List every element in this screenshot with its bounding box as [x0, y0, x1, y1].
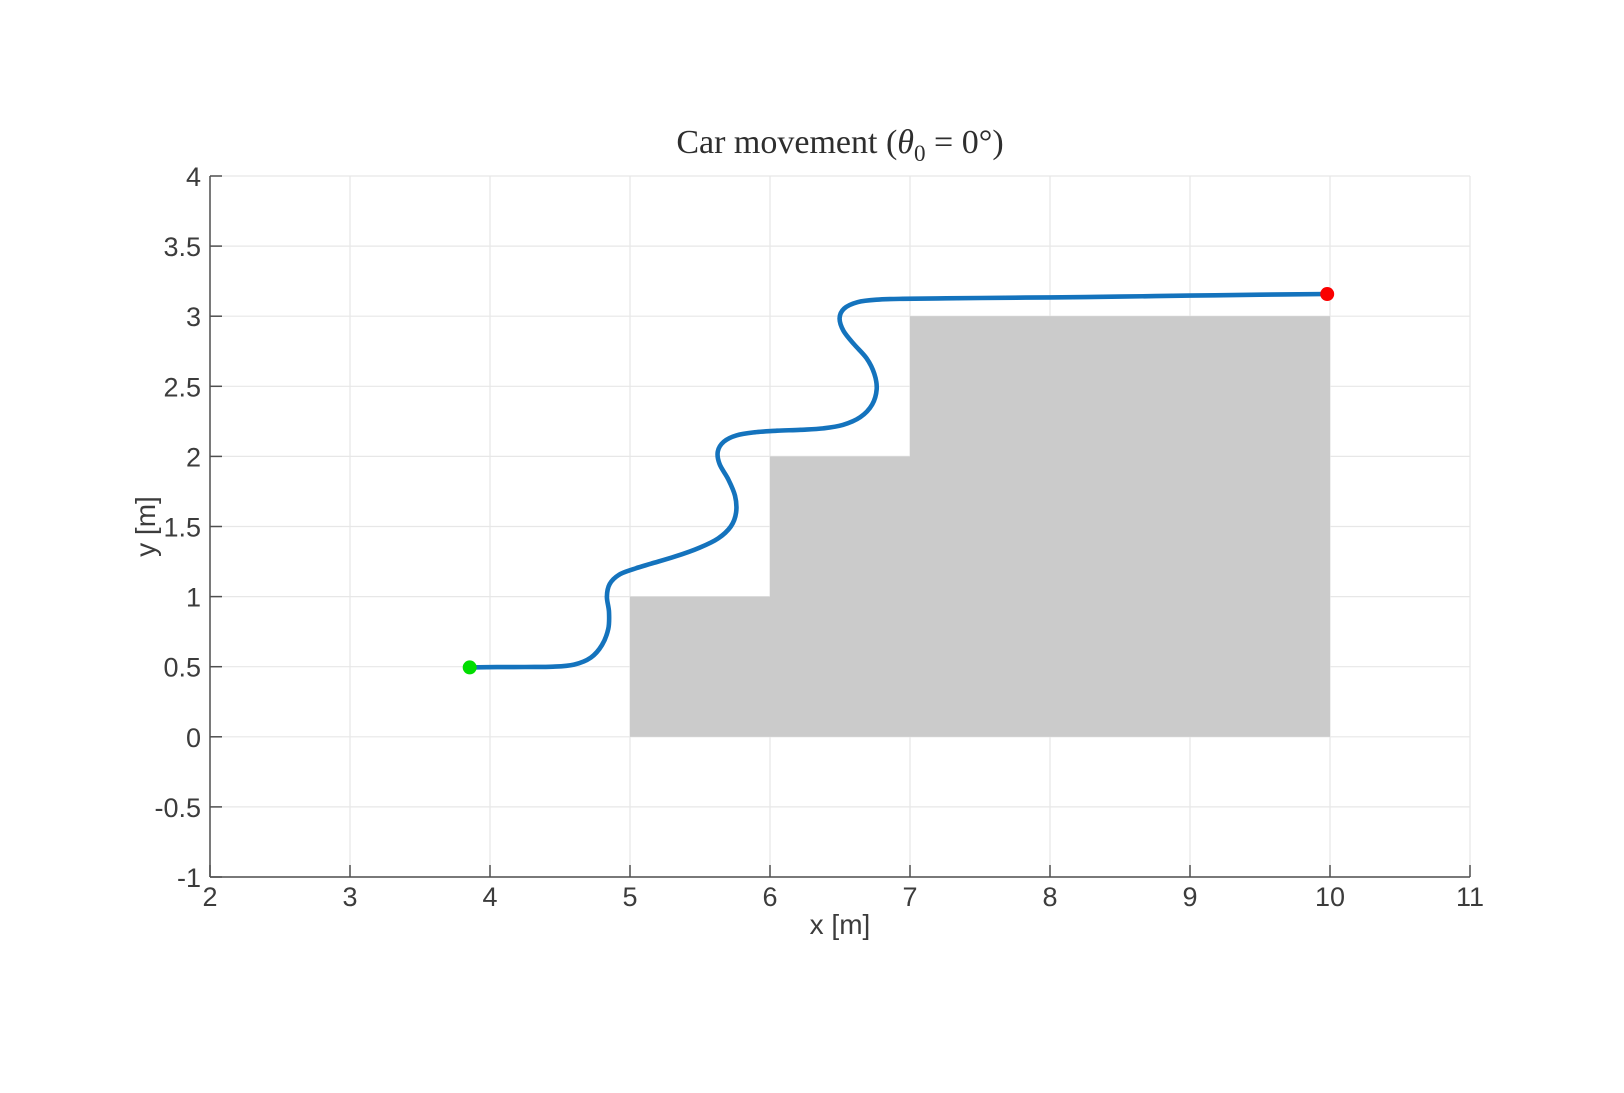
obstacle-step-1	[630, 596, 770, 737]
y-tick-label: 1.5	[163, 513, 201, 543]
y-tick-label: 1	[186, 583, 201, 613]
x-tick-label: 4	[482, 882, 497, 912]
plot-title: Car movement (θ0 = 0°)	[210, 124, 1470, 168]
x-tick-label: 7	[902, 882, 917, 912]
x-tick-label: 2	[202, 882, 217, 912]
y-tick-label: 4	[186, 162, 201, 192]
x-tick-label: 11	[1456, 882, 1484, 912]
y-tick-label: -1	[177, 863, 201, 893]
title-suffix: = 0°)	[925, 124, 1004, 161]
x-tick-label: 9	[1182, 882, 1197, 912]
y-tick-label: 2	[186, 442, 201, 472]
obstacle-step-3	[910, 316, 1330, 737]
x-tick-label: 3	[342, 882, 357, 912]
x-tick-label: 10	[1315, 882, 1345, 912]
y-tick-label: 3.5	[163, 232, 201, 262]
y-tick-label: -0.5	[154, 793, 201, 823]
x-tick-label: 6	[762, 882, 777, 912]
y-tick-label: 0.5	[163, 653, 201, 683]
start-marker	[462, 660, 477, 675]
y-axis-label: y [m]	[130, 496, 161, 557]
title-theta-subscript: 0	[913, 140, 926, 167]
y-tick-label: 0	[186, 723, 201, 753]
trajectory-line	[467, 291, 1330, 670]
end-marker	[1320, 287, 1335, 302]
y-tick-label: 3	[186, 302, 201, 332]
obstacle-step-2	[770, 456, 910, 737]
x-tick-label: 8	[1042, 882, 1057, 912]
title-theta-symbol: θ	[897, 124, 914, 161]
y-tick-label: 2.5	[163, 372, 201, 402]
x-axis-label: x [m]	[810, 909, 871, 940]
x-tick-label: 5	[622, 882, 637, 912]
title-text: Car movement (	[676, 124, 898, 161]
